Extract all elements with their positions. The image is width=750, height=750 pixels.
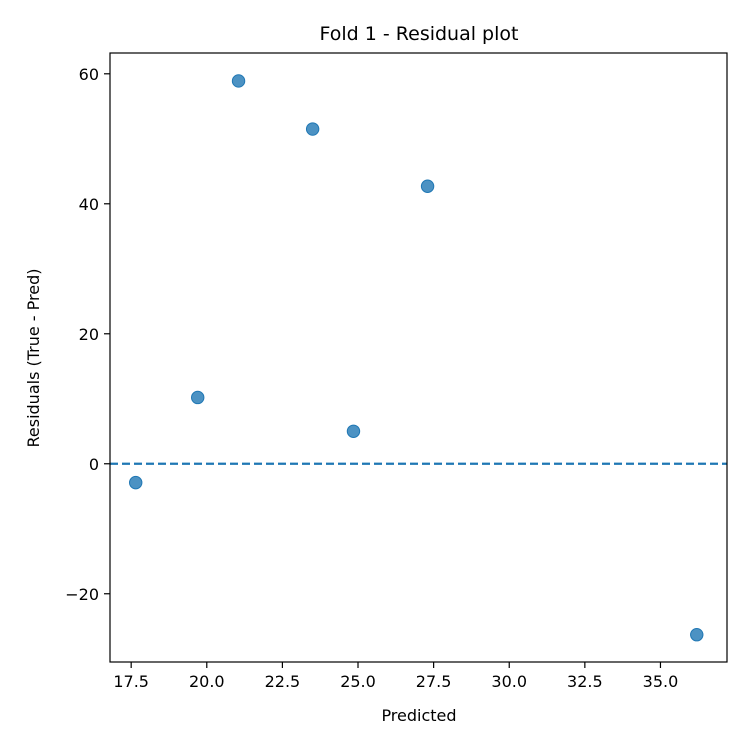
- y-tick-label: 0: [89, 455, 99, 474]
- data-point-7: [690, 628, 704, 642]
- y-tick-label: 60: [79, 65, 99, 84]
- x-tick-label: 17.5: [113, 672, 149, 691]
- data-point-1: [129, 475, 143, 490]
- chart-title: Fold 1 - Residual plot: [320, 23, 519, 45]
- x-tick-label: 25.0: [340, 672, 376, 691]
- data-point-5: [346, 424, 361, 438]
- x-tick-label: 35.0: [643, 672, 679, 691]
- x-axis-ticks: 17.5 20.0 22.5 25.0 27.5 30.0 32.5 35.0: [113, 662, 678, 691]
- x-axis-label: Predicted: [381, 706, 456, 725]
- data-point-2: [191, 390, 205, 405]
- plot-frame: [109, 52, 728, 663]
- y-tick-label: −20: [65, 585, 99, 604]
- y-axis-ticks: −20 0 20 40 60: [65, 65, 110, 604]
- data-point-6: [420, 179, 435, 193]
- x-tick-label: 32.5: [567, 672, 603, 691]
- x-tick-label: 30.0: [491, 672, 527, 691]
- x-tick-label: 22.5: [265, 672, 301, 691]
- plot-area: [110, 74, 727, 642]
- x-tick-label: 27.5: [416, 672, 452, 691]
- y-tick-label: 20: [79, 325, 99, 344]
- data-point-4: [305, 122, 320, 136]
- y-axis-label: Residuals (True - Pred): [24, 269, 43, 448]
- y-tick-label: 40: [79, 195, 99, 214]
- data-point-3: [231, 74, 246, 88]
- x-tick-label: 20.0: [189, 672, 225, 691]
